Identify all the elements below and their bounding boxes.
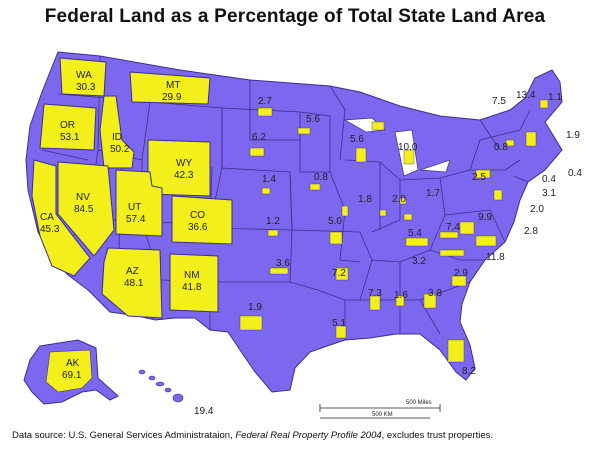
hawaii-islands	[138, 369, 184, 403]
value-labels: 2.7 6.2 5.6 5.6 10.0 1.4 0.8 1.8 2.0 1.7…	[194, 90, 582, 417]
label-nv-value: 84.5	[74, 204, 94, 215]
value-de: 2.0	[530, 204, 544, 215]
alaska-federal	[45, 349, 93, 393]
state-mt	[129, 71, 211, 105]
label-wy-abbr: WY	[176, 158, 192, 169]
value-nj: 3.1	[542, 188, 556, 199]
state-id	[99, 95, 135, 169]
label-wa-value: 30.3	[76, 82, 96, 93]
label-ca-abbr: CA	[40, 212, 54, 223]
map-title: Federal Land as a Percentage of Total St…	[44, 6, 546, 27]
value-sc: 2.9	[454, 268, 468, 279]
state-ut	[115, 169, 163, 237]
label-or-abbr: OR	[60, 120, 75, 131]
label-az-value: 48.1	[124, 278, 144, 289]
label-nm-value: 41.8	[182, 282, 202, 293]
value-ks: 1.2	[266, 216, 280, 227]
scale-miles-label: 500 Miles	[406, 400, 432, 406]
label-ak-value: 69.1	[62, 370, 82, 381]
value-al: 1.6	[394, 290, 408, 301]
value-ar: 7.2	[332, 268, 346, 279]
value-la: 5.1	[332, 318, 346, 329]
value-mn: 5.6	[306, 114, 320, 125]
label-ut-value: 57.4	[126, 214, 146, 225]
state-ca	[31, 159, 91, 277]
value-ne: 1.4	[262, 174, 276, 185]
state-nv	[57, 161, 115, 257]
value-ma: 1.9	[566, 130, 580, 141]
source-publication: Federal Real Property Profile 2004	[235, 430, 382, 441]
scale-km-label: 500 KM	[372, 412, 393, 418]
value-sd: 6.2	[252, 132, 266, 143]
scale-bar	[319, 404, 441, 419]
value-nc: 11.8	[486, 252, 505, 263]
label-mt-abbr: MT	[166, 80, 180, 91]
source-prefix: Data source: U.S. General Services Admin…	[12, 430, 236, 441]
value-pa: 2.5	[472, 172, 486, 183]
label-co-value: 36.6	[188, 222, 208, 233]
value-ct: 0.4	[542, 174, 556, 185]
label-ak-abbr: AK	[66, 358, 80, 369]
value-oh: 1.7	[426, 188, 440, 199]
state-co	[171, 195, 233, 245]
label-co-abbr: CO	[190, 210, 205, 221]
value-tn: 3.2	[412, 256, 426, 267]
value-me: 1.1	[548, 92, 562, 103]
label-id-abbr: ID	[112, 132, 122, 143]
source-note: Data source: U.S. General Services Admin…	[12, 430, 582, 441]
value-vt: 7.5	[492, 96, 506, 107]
label-or-value: 53.1	[60, 132, 80, 143]
label-ca-value: 45.3	[40, 224, 60, 235]
state-nm	[169, 253, 219, 313]
value-nd: 2.7	[258, 96, 272, 107]
label-nm-abbr: NM	[184, 270, 200, 281]
value-nh: 13.4	[516, 90, 536, 101]
value-fl: 8.2	[462, 366, 476, 377]
label-id-value: 50.2	[110, 144, 130, 155]
label-ut-abbr: UT	[128, 202, 141, 213]
value-ri: 0.4	[568, 168, 582, 179]
value-in: 2.0	[392, 194, 406, 205]
value-hi: 19.4	[194, 406, 214, 417]
value-tx: 1.9	[248, 302, 262, 313]
label-wa-abbr: WA	[76, 70, 92, 81]
label-wy-value: 42.3	[174, 170, 194, 181]
value-il: 1.8	[358, 194, 372, 205]
federal-patches	[239, 99, 549, 363]
state-labels: WA 30.3 OR 53.1 ID 50.2 MT 29.9 WY 42.3 …	[40, 70, 208, 381]
value-ok: 3.6	[276, 258, 290, 269]
value-ga: 3.8	[428, 288, 442, 299]
value-va: 9.9	[478, 212, 492, 223]
value-ky: 5.4	[408, 228, 422, 239]
value-ny: 0.8	[494, 142, 508, 153]
value-ms: 7.3	[368, 288, 382, 299]
value-mi: 10.0	[398, 142, 418, 153]
great-lakes	[343, 117, 451, 177]
value-mo: 5.0	[328, 216, 342, 227]
label-az-abbr: AZ	[126, 266, 139, 277]
label-nv-abbr: NV	[76, 192, 90, 203]
high-federal-states	[31, 57, 233, 319]
value-ia: 0.8	[314, 172, 328, 183]
state-az	[101, 247, 163, 319]
value-wv: 7.4	[446, 222, 460, 233]
value-wi: 5.6	[350, 134, 364, 145]
state-or	[39, 103, 97, 151]
label-mt-value: 29.9	[162, 92, 182, 103]
source-suffix: , excludes trust properties.	[381, 430, 494, 441]
value-md: 2.8	[524, 226, 538, 237]
